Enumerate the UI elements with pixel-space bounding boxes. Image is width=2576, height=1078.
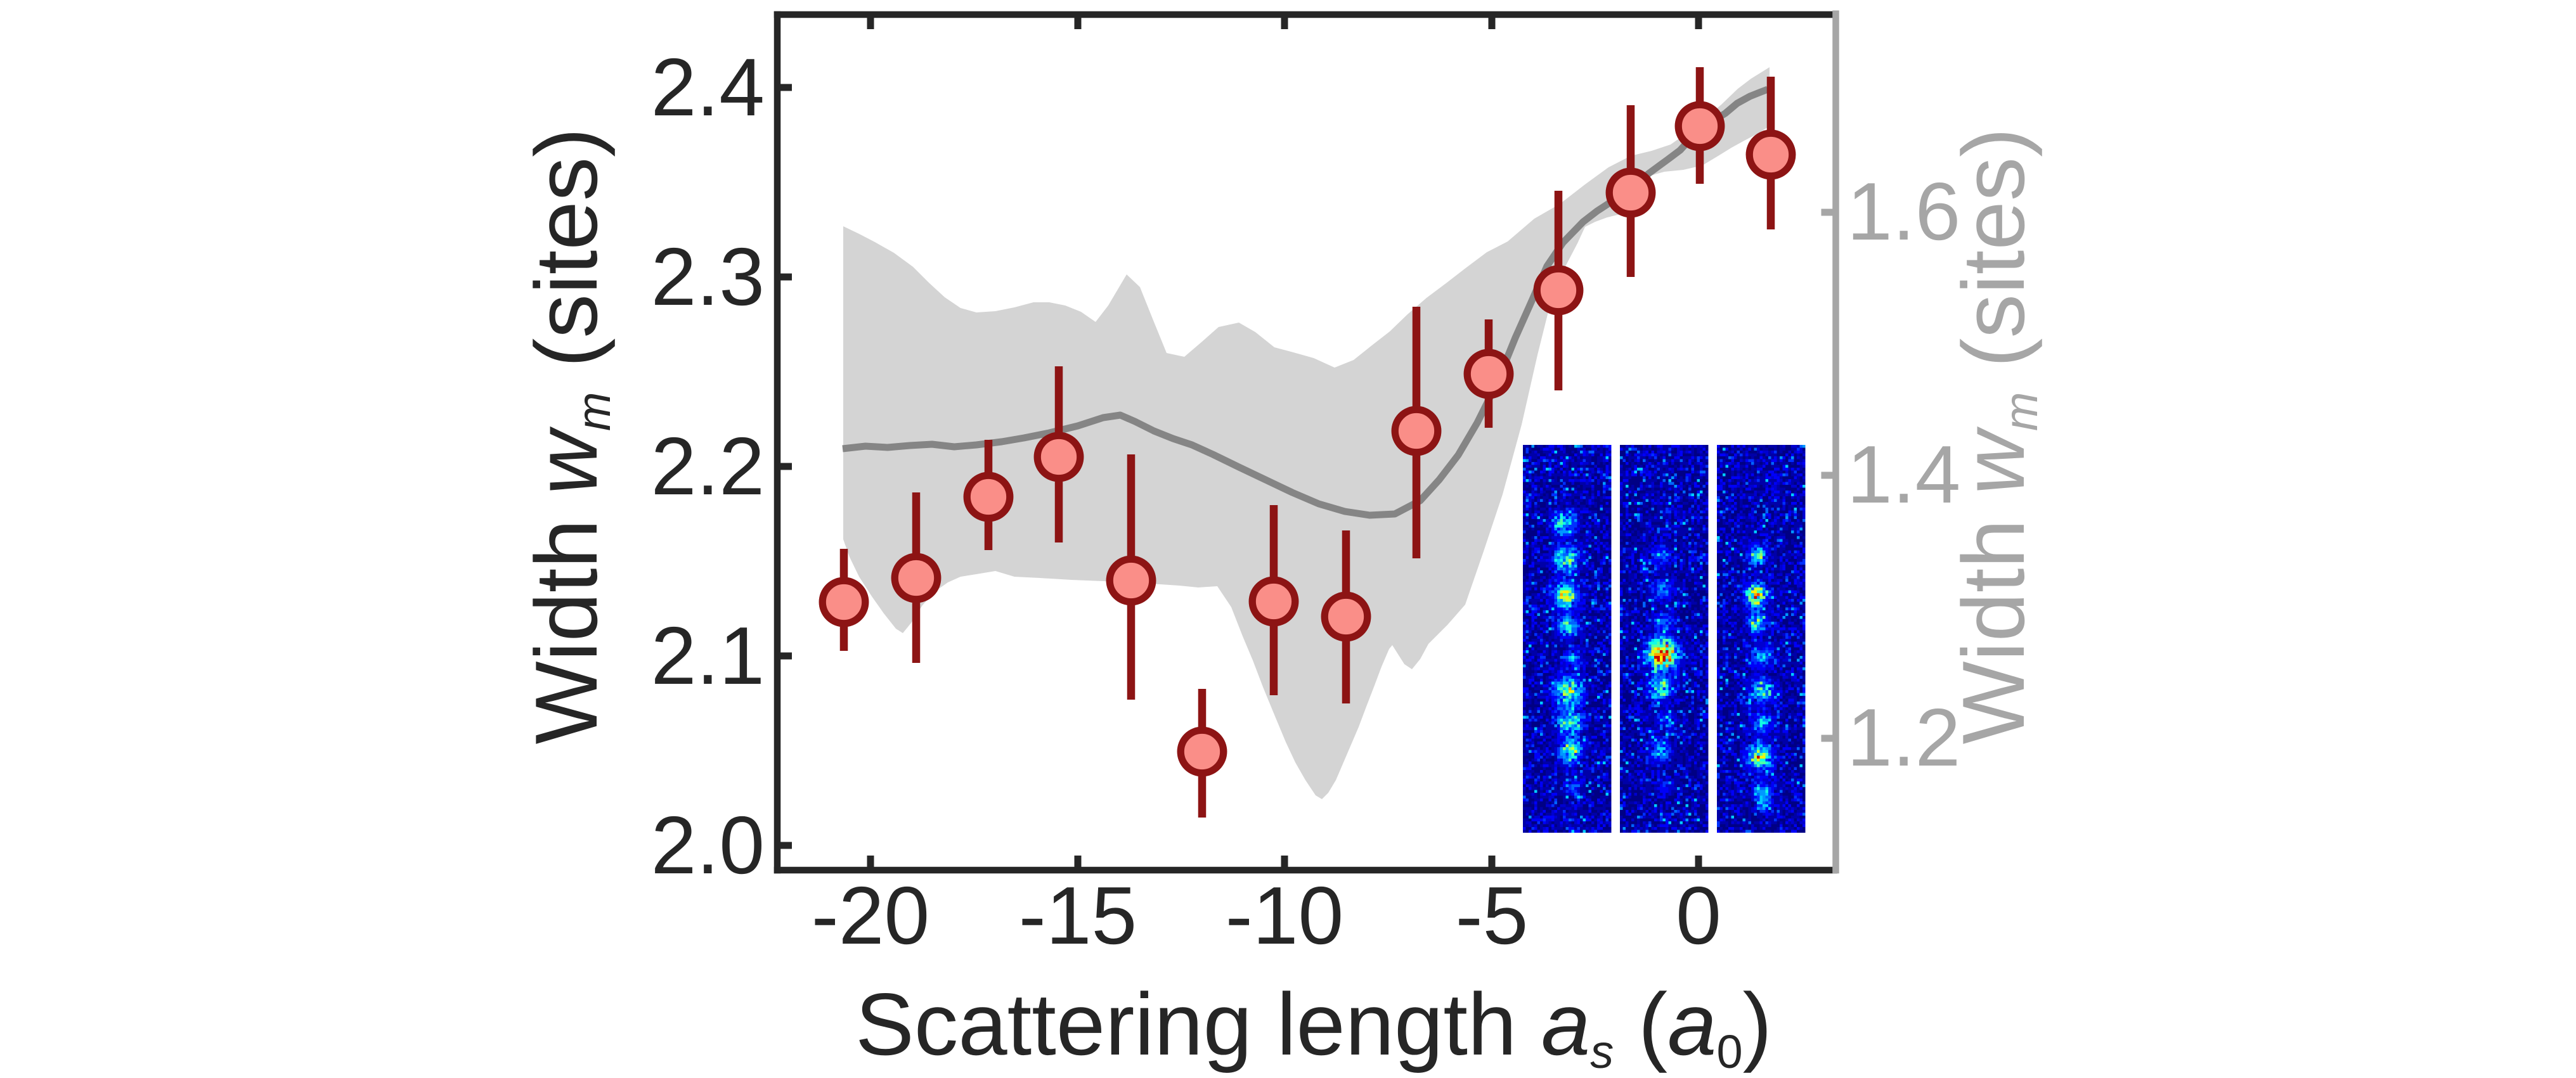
svg-text:-10: -10 <box>1226 870 1343 961</box>
svg-text:1.6: 1.6 <box>1847 166 1960 257</box>
svg-text:2.1: 2.1 <box>651 610 765 702</box>
svg-text:Width wm (sites): Width wm (sites) <box>517 128 620 745</box>
svg-text:2.4: 2.4 <box>651 42 765 133</box>
svg-text:-20: -20 <box>812 870 929 961</box>
svg-text:0: 0 <box>1676 870 1721 961</box>
svg-text:-5: -5 <box>1456 870 1529 961</box>
svg-text:2.3: 2.3 <box>651 231 765 323</box>
svg-text:2.2: 2.2 <box>651 421 765 512</box>
svg-text:Width wm (sites): Width wm (sites) <box>1945 128 2047 745</box>
svg-text:Scattering length as (a0): Scattering length as (a0) <box>855 975 1772 1078</box>
svg-text:-15: -15 <box>1019 870 1137 961</box>
svg-text:1.4: 1.4 <box>1847 429 1960 520</box>
svg-text:2.0: 2.0 <box>651 800 765 891</box>
svg-text:1.2: 1.2 <box>1847 692 1960 783</box>
